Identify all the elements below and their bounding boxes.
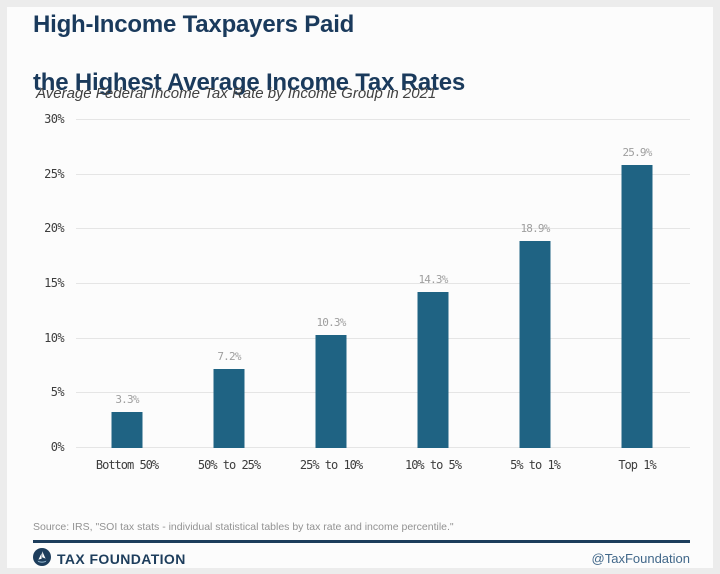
- x-axis-label: 5% to 1%: [510, 458, 561, 472]
- bar-value-label: 3.3%: [115, 392, 139, 406]
- y-tick-label: 25%: [44, 166, 64, 181]
- bar-chart-plot-area: [76, 119, 690, 448]
- bar-column: 25.9% Top 1%: [586, 120, 688, 472]
- bar-value-label: 14.3%: [418, 272, 448, 286]
- tax-foundation-logo-icon: [33, 548, 51, 566]
- x-axis-label: 25% to 10%: [299, 458, 363, 472]
- x-axis-label: Top 1%: [618, 458, 656, 472]
- bar: [213, 369, 245, 448]
- title-line-1: High-Income Taxpayers Paid: [33, 11, 355, 38]
- bar-value-label: 25.9%: [622, 145, 652, 159]
- card-background: [7, 7, 713, 568]
- y-tick-label: 5%: [50, 385, 65, 400]
- gridline-15%: [76, 283, 690, 284]
- bar-column: 3.3% Bottom 50%: [76, 120, 178, 472]
- twitter-handle: @TaxFoundation: [591, 551, 690, 566]
- bar-value-label: 10.3%: [316, 316, 346, 330]
- bar-chart-columns: 3.3% Bottom 50% 7.2% 50% to 25% 10.3% 25% to …: [76, 120, 688, 472]
- gridline-30%: [76, 119, 690, 120]
- y-tick-label: 15%: [44, 276, 64, 290]
- gridline-20%: [76, 228, 690, 230]
- bar: [519, 241, 551, 448]
- bar-value-label: 18.9%: [520, 222, 550, 236]
- gridline-10%: [76, 337, 690, 339]
- y-tick-label: 20%: [44, 221, 64, 236]
- brand-name: TAX FOUNDATION: [57, 551, 186, 567]
- bar: [621, 164, 653, 448]
- bar: [111, 411, 143, 448]
- x-axis-label: 10% to 5%: [404, 458, 462, 472]
- bar: [417, 291, 449, 448]
- y-tick-label: 30%: [44, 112, 64, 126]
- bar-column: 14.3% 10% to 5%: [382, 120, 484, 472]
- y-tick-label: 10%: [44, 330, 64, 345]
- x-axis-label: Bottom 50%: [95, 458, 159, 472]
- gridline-0%: [76, 447, 690, 448]
- bar-column: 18.9% 5% to 1%: [484, 120, 586, 472]
- chart-subtitle: Average Federal Income Tax Rate by Incom…: [36, 85, 437, 102]
- source-note: Source: IRS, "SOI tax stats - individual…: [33, 521, 454, 533]
- page-title: High-Income Taxpayers Paid the Highest A…: [33, 10, 465, 97]
- bar-value-label: 7.2%: [217, 350, 241, 364]
- bar: [315, 335, 347, 448]
- gridline-5%: [76, 392, 690, 394]
- gridline-25%: [76, 173, 690, 175]
- bar-column: 10.3% 25% to 10%: [280, 120, 382, 472]
- title-line-2: the Highest Average Income Tax Rates: [33, 69, 466, 96]
- y-tick-label: 0%: [50, 440, 65, 454]
- bar-column: 7.2% 50% to 25%: [178, 120, 280, 472]
- footer-divider: [33, 540, 690, 543]
- x-axis-label: 50% to 25%: [197, 458, 261, 472]
